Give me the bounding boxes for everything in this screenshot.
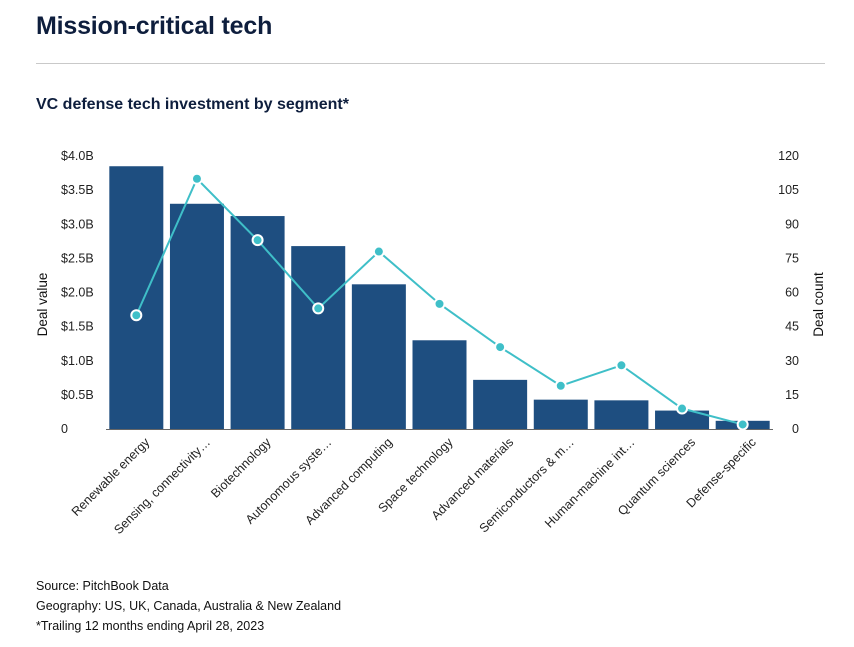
y2-tick-label: 90: [785, 217, 799, 231]
deal-count-point: [190, 172, 203, 185]
deal-count-point: [372, 245, 385, 258]
deal-count-point: [251, 234, 264, 247]
y-tick-label: $3.0B: [61, 217, 94, 231]
left-axis-ticks: 0 $0.5B $1.0B $1.5B $2.0B $2.5B $3.0B $3.5B $4.0…: [61, 149, 94, 436]
geography-note: Geography: US, UK, Canada, Australia & N…: [36, 599, 342, 613]
right-axis-ticks: 0 15 30 45 60 75 90 105 120: [778, 149, 799, 436]
y2-tick-label: 15: [785, 388, 799, 402]
bar: [169, 203, 224, 429]
deal-count-point: [676, 402, 689, 415]
bar-series: [109, 166, 770, 430]
y-tick-label: $1.0B: [61, 354, 94, 368]
deal-count-point: [130, 309, 143, 322]
title-divider: [36, 63, 825, 64]
chart-subtitle: VC defense tech investment by segment*: [36, 96, 349, 113]
bar: [412, 340, 467, 429]
y-tick-label: $2.5B: [61, 251, 94, 265]
y2-tick-label: 120: [778, 149, 799, 163]
y-tick-label: $0.5B: [61, 388, 94, 402]
y2-axis-title: Deal count: [811, 272, 826, 337]
y2-tick-label: 105: [778, 183, 799, 197]
y2-tick-label: 75: [785, 251, 799, 265]
line-series: [130, 172, 749, 431]
y-tick-label: $4.0B: [61, 149, 94, 163]
y2-tick-label: 60: [785, 286, 799, 300]
bar: [533, 399, 588, 429]
y-axis-title: Deal value: [35, 273, 50, 337]
y-tick-label: $3.5B: [61, 183, 94, 197]
y2-tick-label: 45: [785, 320, 799, 334]
bar: [655, 410, 710, 429]
y2-tick-label: 30: [785, 354, 799, 368]
y2-tick-label: 0: [792, 422, 799, 436]
deal-count-point: [554, 379, 567, 392]
chart-area: 0 $0.5B $1.0B $1.5B $2.0B $2.5B $3.0B $3.5B $4.0…: [35, 149, 826, 537]
category-label: Biotechnology: [208, 435, 274, 501]
deal-count-point: [736, 418, 749, 431]
deal-count-point: [312, 302, 325, 315]
y-tick-label: 0: [61, 422, 68, 436]
footnote: *Trailing 12 months ending April 28, 202…: [36, 619, 265, 633]
bar: [594, 400, 649, 429]
bar: [230, 216, 285, 429]
deal-count-point: [494, 341, 507, 354]
bar: [351, 284, 406, 429]
bar: [473, 379, 528, 429]
bar: [109, 166, 164, 430]
deal-count-point: [615, 359, 628, 372]
source-note: Source: PitchBook Data: [36, 579, 169, 593]
y-tick-label: $1.5B: [61, 320, 94, 334]
deal-count-point: [433, 297, 446, 310]
page-title: Mission-critical tech: [36, 12, 273, 40]
bar: [291, 246, 346, 429]
y-tick-label: $2.0B: [61, 286, 94, 300]
